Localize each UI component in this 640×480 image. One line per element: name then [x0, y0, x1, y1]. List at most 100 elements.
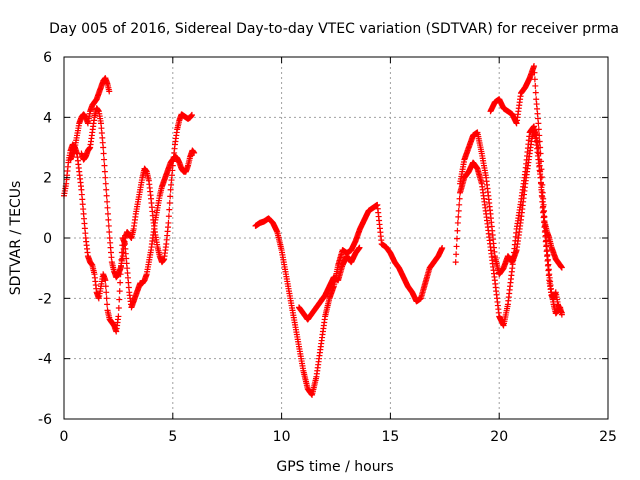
- data-point: [102, 174, 109, 181]
- data-point: [104, 198, 111, 205]
- data-point: [102, 283, 109, 290]
- data-point: [540, 195, 547, 202]
- data-point: [102, 277, 109, 284]
- data-point: [454, 219, 461, 226]
- data-point: [167, 193, 174, 200]
- series-segment-2: [67, 75, 113, 163]
- series-segment-1: [61, 141, 198, 335]
- data-point: [537, 158, 544, 165]
- data-point: [539, 189, 546, 196]
- data-point: [456, 201, 463, 208]
- x-axis-label: GPS time / hours: [276, 459, 393, 475]
- data-point: [453, 243, 460, 250]
- data-point: [538, 186, 545, 193]
- y-tick-label: 0: [43, 231, 52, 247]
- data-point: [105, 222, 112, 229]
- data-point: [103, 192, 110, 199]
- x-tick-label: 25: [599, 429, 617, 445]
- data-point: [166, 200, 173, 207]
- data-point: [165, 213, 172, 220]
- y-tick-label: 2: [43, 171, 52, 187]
- data-point: [102, 180, 109, 187]
- data-point: [558, 309, 565, 316]
- data-point: [538, 166, 545, 173]
- data-point: [536, 138, 543, 145]
- x-tick-label: 5: [168, 429, 177, 445]
- series-segment-3: [78, 105, 195, 281]
- data-point: [105, 216, 112, 223]
- data-point: [165, 219, 172, 226]
- data-point: [531, 76, 538, 83]
- data-point: [539, 181, 546, 188]
- series-segment-5: [296, 244, 363, 323]
- data-point: [188, 111, 195, 118]
- chart-title: Day 005 of 2016, Sidereal Day-to-day VTE…: [49, 21, 619, 37]
- data-point: [532, 82, 539, 89]
- series-segment-8: [487, 63, 565, 271]
- data-point: [191, 149, 198, 156]
- series-segment-7: [457, 126, 565, 316]
- data-point: [117, 279, 124, 286]
- data-point: [537, 144, 544, 151]
- data-point: [100, 150, 107, 157]
- data-point: [103, 289, 110, 296]
- data-point: [101, 162, 108, 169]
- data-point: [532, 89, 539, 96]
- data-point: [558, 264, 565, 271]
- data-point: [541, 213, 548, 220]
- data-point: [535, 120, 542, 127]
- data-point: [103, 186, 110, 193]
- data-point: [356, 244, 363, 251]
- data-point: [106, 88, 113, 95]
- data-point: [536, 132, 543, 139]
- data-point: [104, 210, 111, 217]
- x-tick-label: 0: [60, 429, 69, 445]
- data-point: [116, 296, 123, 303]
- data-point: [535, 126, 542, 133]
- grid-lines: [64, 57, 608, 419]
- data-point: [439, 244, 446, 251]
- data-point: [541, 207, 548, 214]
- data-point: [101, 156, 108, 163]
- data-points: [61, 63, 565, 398]
- data-point: [531, 63, 538, 70]
- data-point: [453, 251, 460, 258]
- data-point: [104, 204, 111, 211]
- data-point: [537, 150, 544, 157]
- y-tick-label: -4: [38, 352, 52, 368]
- data-point: [103, 295, 110, 302]
- data-point: [537, 174, 544, 181]
- data-point: [454, 227, 461, 234]
- y-tick-label: -2: [38, 291, 52, 307]
- data-point: [455, 213, 462, 220]
- series-segment-4: [252, 201, 446, 398]
- axis-ticks: 0 5 10 15 20 25 -6 -4 -2 0 2 4 6: [38, 50, 617, 445]
- data-point: [166, 206, 173, 213]
- data-point: [539, 198, 546, 205]
- data-point: [100, 144, 107, 151]
- y-tick-label: 4: [43, 110, 52, 126]
- data-point: [104, 301, 111, 308]
- data-point: [538, 192, 545, 199]
- data-point: [455, 207, 462, 214]
- data-point: [115, 313, 122, 320]
- data-point: [536, 162, 543, 169]
- x-tick-label: 10: [273, 429, 291, 445]
- data-point: [106, 228, 113, 235]
- data-point: [101, 168, 108, 175]
- y-axis-label: SDTVAR / TECUs: [8, 181, 24, 296]
- data-point: [452, 259, 459, 266]
- data-point: [116, 288, 123, 295]
- y-tick-label: 6: [43, 50, 52, 66]
- data-point: [115, 304, 122, 311]
- data-point: [456, 195, 463, 202]
- data-point: [453, 235, 460, 242]
- x-tick-label: 15: [381, 429, 399, 445]
- series-segment-6: [452, 123, 565, 329]
- y-tick-label: -6: [38, 412, 52, 428]
- x-tick-label: 20: [490, 429, 508, 445]
- data-point: [537, 180, 544, 187]
- data-point: [531, 69, 538, 76]
- data-point: [540, 201, 547, 208]
